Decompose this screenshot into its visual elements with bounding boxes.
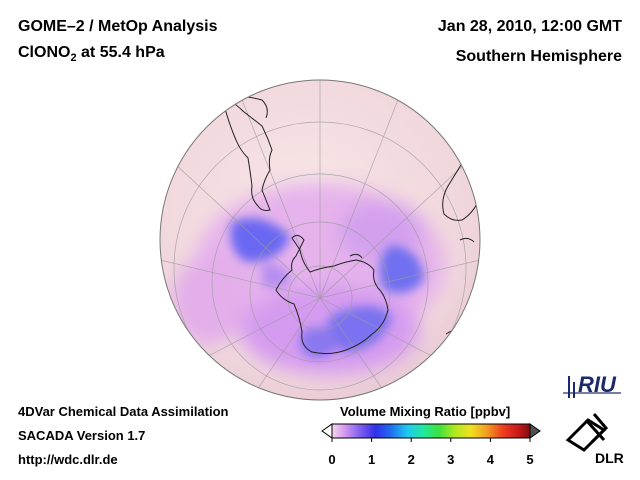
footer-assimilation: 4DVar Chemical Data Assimilation: [18, 404, 229, 419]
south-america-coast: [223, 97, 273, 211]
footer-url[interactable]: http://wdc.dlr.de: [18, 452, 118, 467]
colorbar-tick-label: 5: [526, 452, 534, 467]
region-label: Southern Hemisphere: [455, 48, 622, 65]
colorbar-tick-label: 4: [486, 452, 494, 467]
colorbar-min-arrow: [321, 423, 333, 439]
riu-logo-text: RIU: [578, 372, 616, 397]
globe-outline: [159, 79, 481, 401]
colorbar-tick-label: 1: [367, 452, 376, 467]
colorbar-max-arrow: [529, 423, 541, 439]
colorbar-gradient: [331, 423, 531, 439]
africa-coast: [442, 149, 479, 221]
species-level: ClONO2 at 55.4 hPa: [18, 44, 165, 64]
species-name: ClONO: [18, 44, 71, 61]
species-subscript: 2: [70, 52, 77, 65]
antarctica-coast: [275, 234, 389, 355]
colorbar-tick-label: 2: [407, 452, 415, 467]
dlr-logo-text: DLR: [595, 450, 624, 466]
footer-version: SACADA Version 1.7: [18, 428, 146, 443]
datetime-label: Jan 28, 2010, 12:00 GMT: [437, 18, 622, 35]
colorbar-tick-label: 0: [328, 452, 336, 467]
analysis-title: GOME–2 / MetOp Analysis: [18, 18, 218, 35]
pressure-level: at 55.4 hPa: [81, 44, 165, 61]
colorbar-tick-label: 3: [447, 452, 455, 467]
colorbar-title: Volume Mixing Ratio [ppbv]: [340, 404, 511, 419]
